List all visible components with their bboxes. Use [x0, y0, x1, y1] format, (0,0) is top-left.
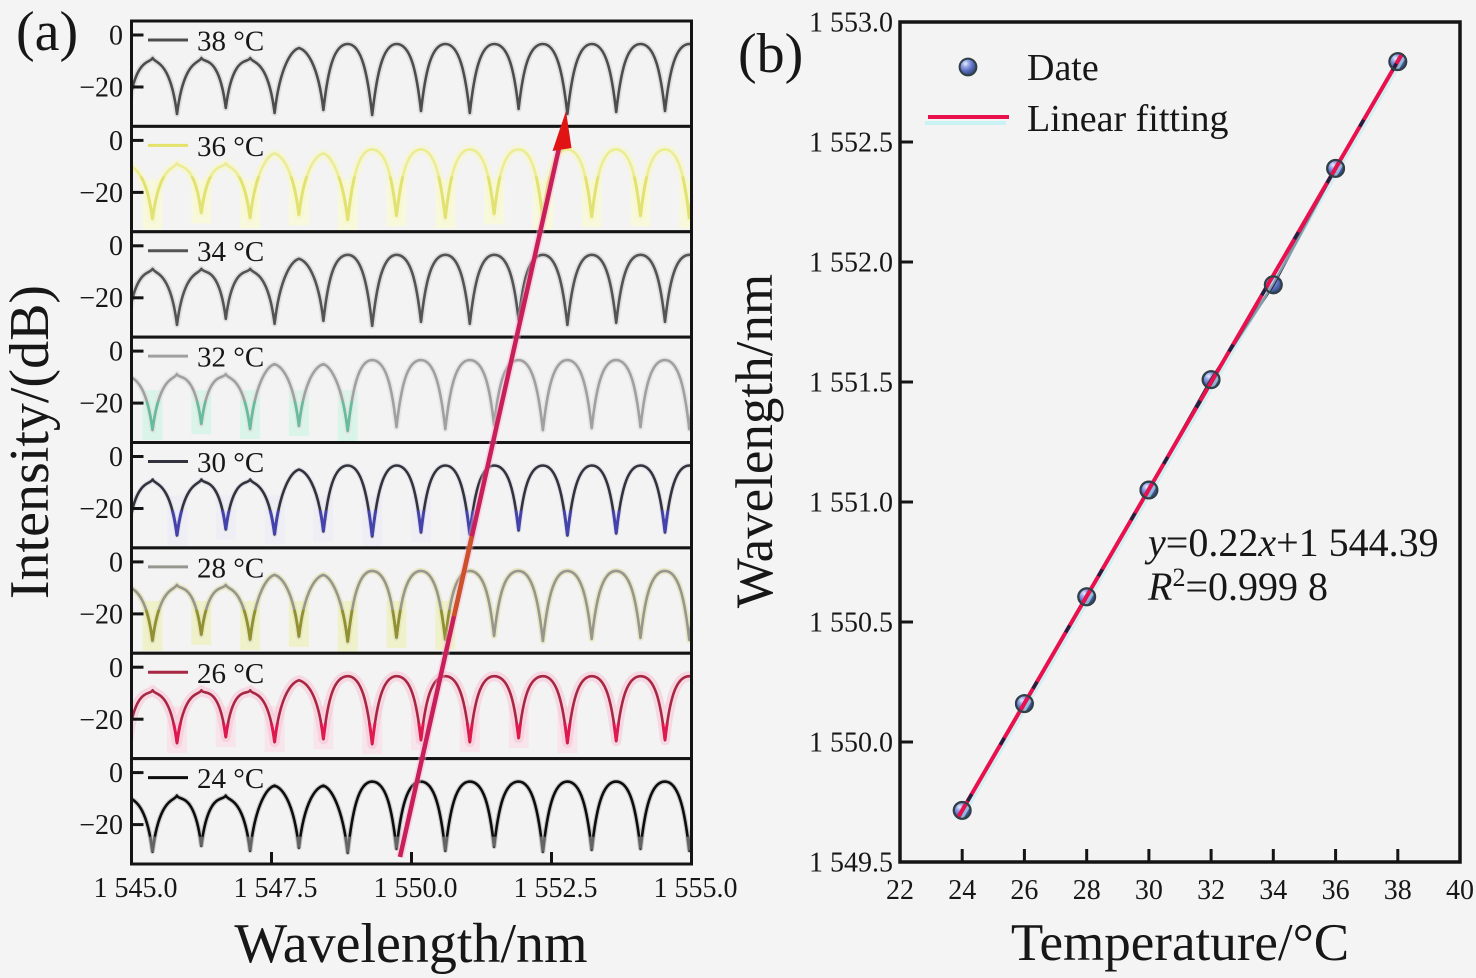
- svg-text:−20: −20: [79, 810, 123, 841]
- svg-text:Wavelength/nm: Wavelength/nm: [726, 274, 784, 608]
- svg-text:y=0.22x+1 544.39: y=0.22x+1 544.39: [1144, 520, 1439, 565]
- svg-text:30 °C: 30 °C: [197, 447, 264, 479]
- svg-text:0: 0: [109, 126, 123, 157]
- svg-text:22: 22: [886, 875, 914, 906]
- svg-text:1 552.0: 1 552.0: [809, 248, 893, 279]
- svg-text:38: 38: [1384, 875, 1412, 906]
- svg-text:Linear fitting: Linear fitting: [1027, 98, 1229, 140]
- svg-text:0: 0: [109, 21, 123, 52]
- svg-text:34 °C: 34 °C: [197, 236, 264, 268]
- svg-text:1 553.0: 1 553.0: [809, 8, 893, 39]
- svg-text:−20: −20: [79, 705, 123, 736]
- svg-text:0: 0: [109, 442, 123, 473]
- svg-text:1 555.0: 1 555.0: [654, 873, 738, 904]
- svg-text:26: 26: [1010, 875, 1038, 906]
- svg-text:(b): (b): [738, 23, 803, 85]
- svg-text:0: 0: [109, 547, 123, 578]
- svg-text:1 552.5: 1 552.5: [514, 873, 598, 904]
- svg-text:−20: −20: [79, 494, 123, 525]
- svg-text:R2=0.999 8: R2=0.999 8: [1147, 563, 1328, 609]
- svg-text:38 °C: 38 °C: [197, 26, 264, 58]
- svg-text:1 552.5: 1 552.5: [809, 128, 893, 159]
- svg-text:32: 32: [1197, 875, 1225, 906]
- svg-text:26 °C: 26 °C: [197, 658, 264, 690]
- svg-text:1 549.5: 1 549.5: [809, 848, 893, 879]
- svg-text:0: 0: [109, 653, 123, 684]
- svg-text:−20: −20: [79, 599, 123, 630]
- svg-text:Temperature/°C: Temperature/°C: [1011, 914, 1349, 972]
- svg-text:28 °C: 28 °C: [197, 552, 264, 584]
- svg-text:Intensity/(dB): Intensity/(dB): [0, 285, 61, 599]
- svg-text:36: 36: [1322, 875, 1350, 906]
- svg-text:30: 30: [1135, 875, 1163, 906]
- svg-text:−20: −20: [79, 178, 123, 209]
- svg-text:1 550.5: 1 550.5: [809, 608, 893, 639]
- svg-text:(a): (a): [16, 1, 78, 63]
- svg-text:Wavelength/nm: Wavelength/nm: [234, 913, 587, 975]
- svg-text:28: 28: [1073, 875, 1101, 906]
- svg-text:1 547.5: 1 547.5: [234, 873, 318, 904]
- svg-text:1 550.0: 1 550.0: [809, 728, 893, 759]
- svg-text:−20: −20: [79, 283, 123, 314]
- svg-text:Date: Date: [1027, 47, 1099, 89]
- svg-text:24 °C: 24 °C: [197, 763, 264, 795]
- svg-text:1 550.0: 1 550.0: [374, 873, 458, 904]
- svg-text:36 °C: 36 °C: [197, 131, 264, 163]
- svg-text:−20: −20: [79, 389, 123, 420]
- svg-text:40: 40: [1446, 875, 1474, 906]
- svg-text:24: 24: [948, 875, 976, 906]
- svg-text:0: 0: [109, 231, 123, 262]
- svg-text:1 545.0: 1 545.0: [94, 873, 178, 904]
- svg-text:32 °C: 32 °C: [197, 342, 264, 374]
- svg-text:1 551.5: 1 551.5: [809, 368, 893, 399]
- svg-text:−20: −20: [79, 73, 123, 104]
- svg-text:0: 0: [109, 337, 123, 368]
- svg-text:0: 0: [109, 758, 123, 789]
- svg-text:1 551.0: 1 551.0: [809, 488, 893, 519]
- svg-text:34: 34: [1259, 875, 1287, 906]
